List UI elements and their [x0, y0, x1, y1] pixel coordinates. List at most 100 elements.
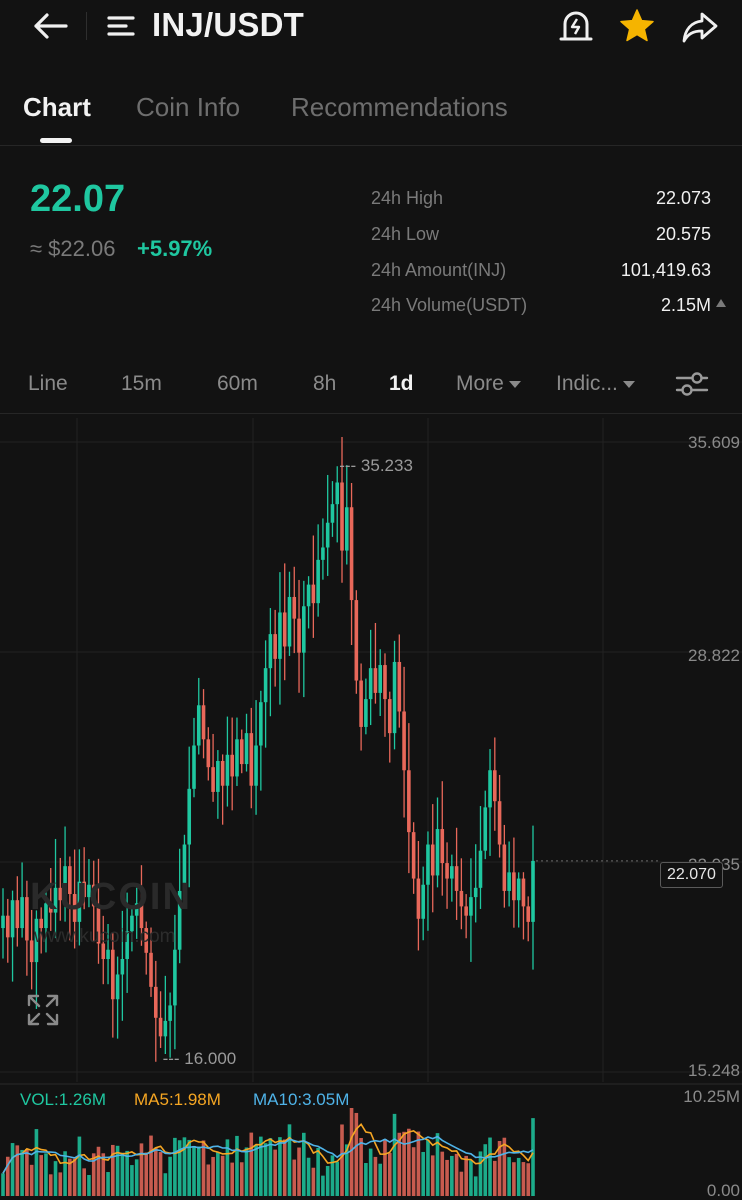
candle-body — [459, 890, 464, 907]
volume-bar — [473, 1176, 478, 1196]
candle-body — [354, 600, 359, 681]
stat-label-24h-high: 24h High — [371, 188, 444, 208]
volume-bar — [5, 1156, 10, 1196]
price-change-percent: +5.97% — [137, 236, 213, 261]
price-alert-icon[interactable] — [556, 8, 596, 46]
favorite-star-icon[interactable] — [617, 6, 657, 46]
tab-recommendations[interactable]: Recommendations — [291, 92, 508, 122]
volume-bar — [254, 1144, 258, 1196]
candle-body — [239, 739, 244, 765]
volume-bar — [373, 1156, 378, 1196]
candle-body — [72, 894, 77, 922]
candle-body — [497, 801, 502, 845]
volume-bar — [507, 1157, 511, 1196]
candle-body — [359, 680, 363, 727]
volume-bar — [63, 1151, 67, 1196]
candle-body — [177, 890, 182, 950]
volume-bar — [173, 1137, 177, 1196]
candle-body — [430, 844, 435, 876]
candle-body — [507, 872, 511, 891]
stat-value-24h-high: 22.073 — [655, 188, 711, 208]
high-price-marker: --- 35.233 — [339, 456, 413, 475]
volume-bar — [435, 1133, 440, 1196]
volume-bar — [469, 1160, 473, 1196]
volume-bar — [278, 1137, 282, 1196]
interval-more-label: More — [456, 372, 504, 395]
ma-lines-group — [2, 1123, 534, 1174]
candle-body — [302, 606, 306, 653]
volume-bar — [139, 1143, 144, 1196]
trading-pair-title[interactable]: INJ/USDT — [152, 6, 304, 43]
candle-body — [25, 897, 29, 941]
candle-body — [53, 887, 58, 913]
back-arrow-icon[interactable] — [30, 8, 70, 44]
tab-chart[interactable]: Chart — [23, 92, 91, 122]
candle-body — [502, 844, 507, 891]
volume-bar — [44, 1153, 48, 1196]
candle-body — [488, 770, 492, 808]
volume-bar — [297, 1147, 301, 1196]
candle-body — [330, 504, 335, 523]
candle-body — [325, 522, 330, 548]
candle-body — [249, 733, 254, 786]
volume-bar — [106, 1172, 110, 1196]
fullscreen-expand-icon[interactable] — [26, 993, 60, 1027]
candle-body — [111, 949, 115, 1000]
volume-unit-toggle-icon[interactable] — [716, 299, 726, 307]
tab-coin-info[interactable]: Coin Info — [136, 92, 241, 122]
candle-body — [15, 900, 20, 929]
candle-body — [5, 915, 10, 938]
share-icon[interactable] — [680, 8, 720, 46]
candle-body — [153, 986, 158, 1018]
candle-body — [77, 881, 82, 922]
candle-body — [91, 884, 96, 907]
candle-body — [402, 711, 406, 771]
candle-body — [82, 881, 86, 898]
candle-body — [340, 482, 344, 551]
volume-bar — [201, 1140, 206, 1196]
candle-body — [282, 612, 287, 647]
volume-bar — [220, 1155, 225, 1196]
candle-body — [173, 949, 177, 1006]
kucoin-watermark: KUCOIN — [30, 876, 192, 918]
ma10-line — [2, 1135, 534, 1174]
volume-bar — [445, 1159, 449, 1196]
volume-bar — [111, 1144, 115, 1196]
volume-bar — [149, 1135, 153, 1196]
volume-bar — [416, 1131, 421, 1196]
volume-bar — [1, 1173, 5, 1196]
volume-group — [1, 1108, 535, 1196]
candle-body — [493, 770, 497, 802]
volume-bar — [531, 1118, 535, 1196]
stat-label-24h-volume: 24h Volume(USDT) — [371, 295, 528, 315]
chart-settings-icon[interactable] — [674, 368, 710, 400]
volume-bar — [259, 1136, 263, 1196]
indicators-dropdown[interactable]: Indic... — [556, 372, 635, 396]
volume-bar — [29, 1164, 34, 1196]
volume-bar — [378, 1163, 383, 1196]
volume-bar — [368, 1148, 373, 1196]
volume-bar — [430, 1155, 435, 1196]
volume-bar — [115, 1145, 120, 1196]
volume-bar — [330, 1155, 335, 1196]
volume-bar — [387, 1152, 392, 1196]
interval-line[interactable]: Line — [28, 372, 68, 395]
candle-body — [225, 754, 230, 786]
interval-15m[interactable]: 15m — [121, 372, 162, 395]
candle-body — [29, 940, 34, 963]
interval-more-dropdown[interactable]: More — [456, 372, 521, 396]
menu-list-icon[interactable] — [106, 12, 136, 40]
interval-1d[interactable]: 1d — [389, 372, 414, 395]
candle-body — [139, 903, 144, 929]
interval-8h[interactable]: 8h — [313, 372, 337, 395]
candle-body — [311, 584, 316, 604]
interval-60m[interactable]: 60m — [217, 372, 258, 395]
volume-bar — [20, 1149, 24, 1196]
candle-body — [244, 733, 249, 765]
ma10-legend: MA10:3.05M — [253, 1090, 350, 1109]
candle-body — [368, 668, 373, 700]
volume-bar — [87, 1174, 91, 1196]
